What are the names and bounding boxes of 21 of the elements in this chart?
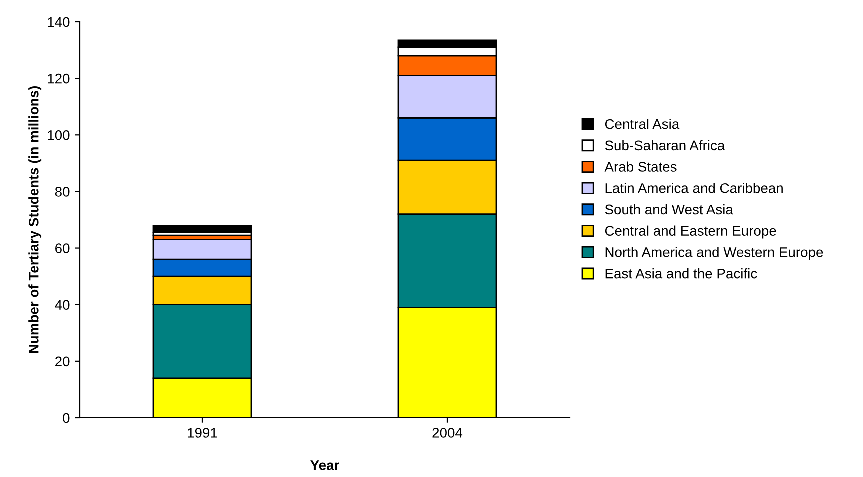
y-tick-label: 40 — [55, 300, 70, 310]
y-tick-label: 120 — [48, 74, 70, 84]
legend-label: Central Asia — [605, 119, 680, 130]
y-tick-label: 20 — [56, 356, 70, 367]
y-tick-label: 100 — [48, 130, 70, 140]
y-tick-label: 80 — [55, 187, 70, 197]
x-tick-label: 1991 — [188, 428, 218, 438]
legend-label: East Asia and the Pacific — [606, 268, 758, 279]
legend-label: North America and Western Europe — [606, 247, 824, 260]
y-tick-label: 60 — [56, 244, 70, 254]
y-tick-label: 0 — [63, 413, 70, 424]
bar — [152, 224, 252, 234]
y-tick-label: 140 — [48, 17, 70, 28]
legend-label: South and West Asia — [605, 204, 734, 215]
x-axis-title: Year — [310, 460, 340, 470]
y-axis-title: Number of Tertiary Students (in millions) — [28, 86, 42, 354]
legend-label: Central and Eastern Europe — [605, 226, 776, 239]
legend-label: Sub-Saharan Africa — [605, 140, 726, 151]
legend-label: Arab States — [604, 162, 677, 172]
legend-label: Latin America and Caribbean — [606, 183, 783, 194]
x-tick-label: 2004 — [432, 428, 463, 438]
